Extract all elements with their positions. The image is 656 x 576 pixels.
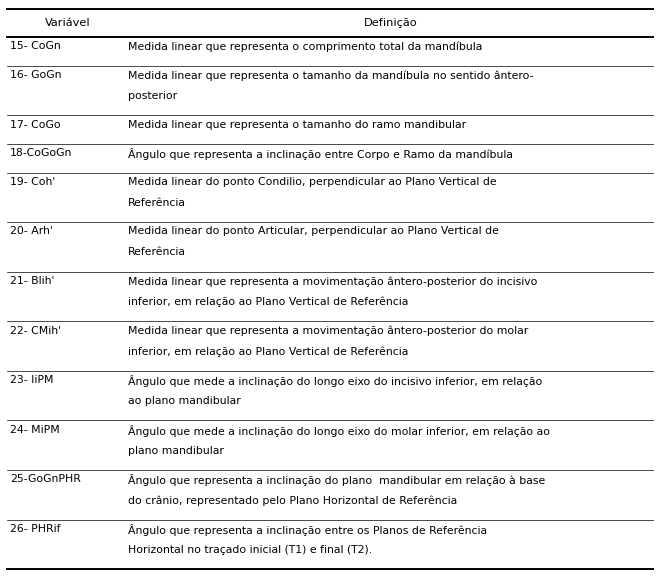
Text: do crânio, representado pelo Plano Horizontal de Referência: do crânio, representado pelo Plano Horiz…	[128, 495, 457, 506]
Text: Medida linear do ponto Articular, perpendicular ao Plano Vertical de: Medida linear do ponto Articular, perpen…	[128, 226, 499, 237]
Text: Ângulo que mede a inclinação do longo eixo do incisivo inferior, em relação: Ângulo que mede a inclinação do longo ei…	[128, 375, 542, 387]
Text: Medida linear que representa a movimentação ântero-posterior do incisivo: Medida linear que representa a movimenta…	[128, 276, 537, 286]
Text: 15- CoGn: 15- CoGn	[10, 41, 60, 51]
Text: Ângulo que representa a inclinação entre Corpo e Ramo da mandíbula: Ângulo que representa a inclinação entre…	[128, 148, 513, 160]
Text: 16- GoGn: 16- GoGn	[10, 70, 62, 80]
Text: 20- Arh': 20- Arh'	[10, 226, 52, 237]
Text: posterior: posterior	[128, 91, 177, 101]
Text: Ângulo que mede a inclinação do longo eixo do molar inferior, em relação ao: Ângulo que mede a inclinação do longo ei…	[128, 425, 550, 437]
Text: 24- MiPM: 24- MiPM	[10, 425, 60, 435]
Text: Referência: Referência	[128, 198, 186, 208]
Text: 23- IiPM: 23- IiPM	[10, 375, 53, 385]
Text: 19- Coh': 19- Coh'	[10, 177, 55, 187]
Text: inferior, em relação ao Plano Vertical de Referência: inferior, em relação ao Plano Vertical d…	[128, 346, 408, 357]
Text: Medida linear que representa a movimentação ântero-posterior do molar: Medida linear que representa a movimenta…	[128, 325, 528, 336]
Text: Medida linear que representa o comprimento total da mandíbula: Medida linear que representa o comprimen…	[128, 41, 482, 52]
Text: Ângulo que representa a inclinação do plano  mandibular em relação à base: Ângulo que representa a inclinação do pl…	[128, 474, 545, 486]
Text: inferior, em relação ao Plano Vertical de Referência: inferior, em relação ao Plano Vertical d…	[128, 297, 408, 308]
Text: 26- PHRif: 26- PHRif	[10, 524, 60, 534]
Text: ao plano mandibular: ao plano mandibular	[128, 396, 241, 406]
Text: Medida linear que representa o tamanho do ramo mandibular: Medida linear que representa o tamanho d…	[128, 120, 466, 130]
Text: 17- CoGo: 17- CoGo	[10, 120, 60, 130]
Text: Horizontal no traçado inicial (T1) e final (T2).: Horizontal no traçado inicial (T1) e fin…	[128, 545, 372, 555]
Text: Medida linear do ponto Condilio, perpendicular ao Plano Vertical de: Medida linear do ponto Condilio, perpend…	[128, 177, 497, 187]
Text: plano mandibular: plano mandibular	[128, 446, 224, 456]
Text: Ângulo que representa a inclinação entre os Planos de Referência: Ângulo que representa a inclinação entre…	[128, 524, 487, 536]
Text: 25-GoGnPHR: 25-GoGnPHR	[10, 474, 81, 484]
Text: Referência: Referência	[128, 247, 186, 257]
Text: Variável: Variável	[45, 18, 90, 28]
Text: 21- Blih': 21- Blih'	[10, 276, 54, 286]
Text: Definição: Definição	[363, 18, 417, 28]
Text: Medida linear que representa o tamanho da mandíbula no sentido ântero-: Medida linear que representa o tamanho d…	[128, 70, 533, 81]
Text: 18-CoGoGn: 18-CoGoGn	[10, 148, 72, 158]
Text: 22- CMih': 22- CMih'	[10, 325, 61, 336]
